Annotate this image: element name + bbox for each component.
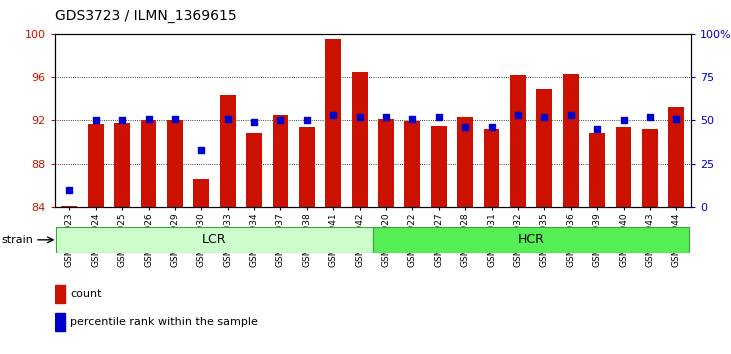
- Text: GDS3723 / ILMN_1369615: GDS3723 / ILMN_1369615: [55, 9, 236, 23]
- Point: [380, 114, 392, 120]
- Bar: [56, 227, 373, 253]
- Point: [64, 187, 75, 193]
- Bar: [220, 96, 235, 207]
- Point: [354, 114, 366, 120]
- Point: [591, 126, 603, 132]
- Bar: [55, 285, 65, 303]
- Point: [195, 147, 207, 153]
- Bar: [167, 120, 183, 207]
- Bar: [55, 313, 65, 331]
- Point: [221, 116, 233, 121]
- Bar: [352, 72, 368, 207]
- Point: [565, 112, 577, 118]
- Bar: [61, 206, 77, 207]
- Point: [327, 112, 339, 118]
- Bar: [325, 39, 341, 207]
- Point: [618, 118, 629, 123]
- Point: [90, 118, 102, 123]
- Point: [539, 114, 550, 120]
- Point: [301, 118, 313, 123]
- Point: [116, 118, 128, 123]
- Point: [275, 118, 287, 123]
- Point: [249, 119, 260, 125]
- Bar: [194, 179, 209, 207]
- Point: [485, 125, 497, 130]
- Text: percentile rank within the sample: percentile rank within the sample: [70, 317, 258, 327]
- Bar: [404, 121, 420, 207]
- Bar: [88, 124, 104, 207]
- Bar: [246, 133, 262, 207]
- Bar: [668, 107, 684, 207]
- Point: [433, 114, 444, 120]
- Text: count: count: [70, 289, 102, 299]
- Bar: [510, 75, 526, 207]
- Bar: [589, 133, 605, 207]
- Bar: [642, 129, 658, 207]
- Bar: [458, 117, 473, 207]
- Point: [406, 116, 418, 121]
- Point: [670, 116, 682, 121]
- Bar: [616, 127, 632, 207]
- Text: strain: strain: [2, 235, 34, 245]
- Bar: [563, 74, 579, 207]
- Point: [143, 116, 154, 121]
- Point: [169, 116, 181, 121]
- Bar: [114, 122, 130, 207]
- Bar: [378, 119, 394, 207]
- Point: [644, 114, 656, 120]
- Bar: [431, 126, 447, 207]
- Bar: [273, 115, 288, 207]
- Bar: [373, 227, 689, 253]
- Point: [459, 125, 471, 130]
- Point: [512, 112, 524, 118]
- Text: HCR: HCR: [518, 233, 545, 246]
- Bar: [484, 129, 499, 207]
- Bar: [537, 89, 552, 207]
- Bar: [299, 127, 315, 207]
- Bar: [140, 120, 156, 207]
- Text: LCR: LCR: [202, 233, 227, 246]
